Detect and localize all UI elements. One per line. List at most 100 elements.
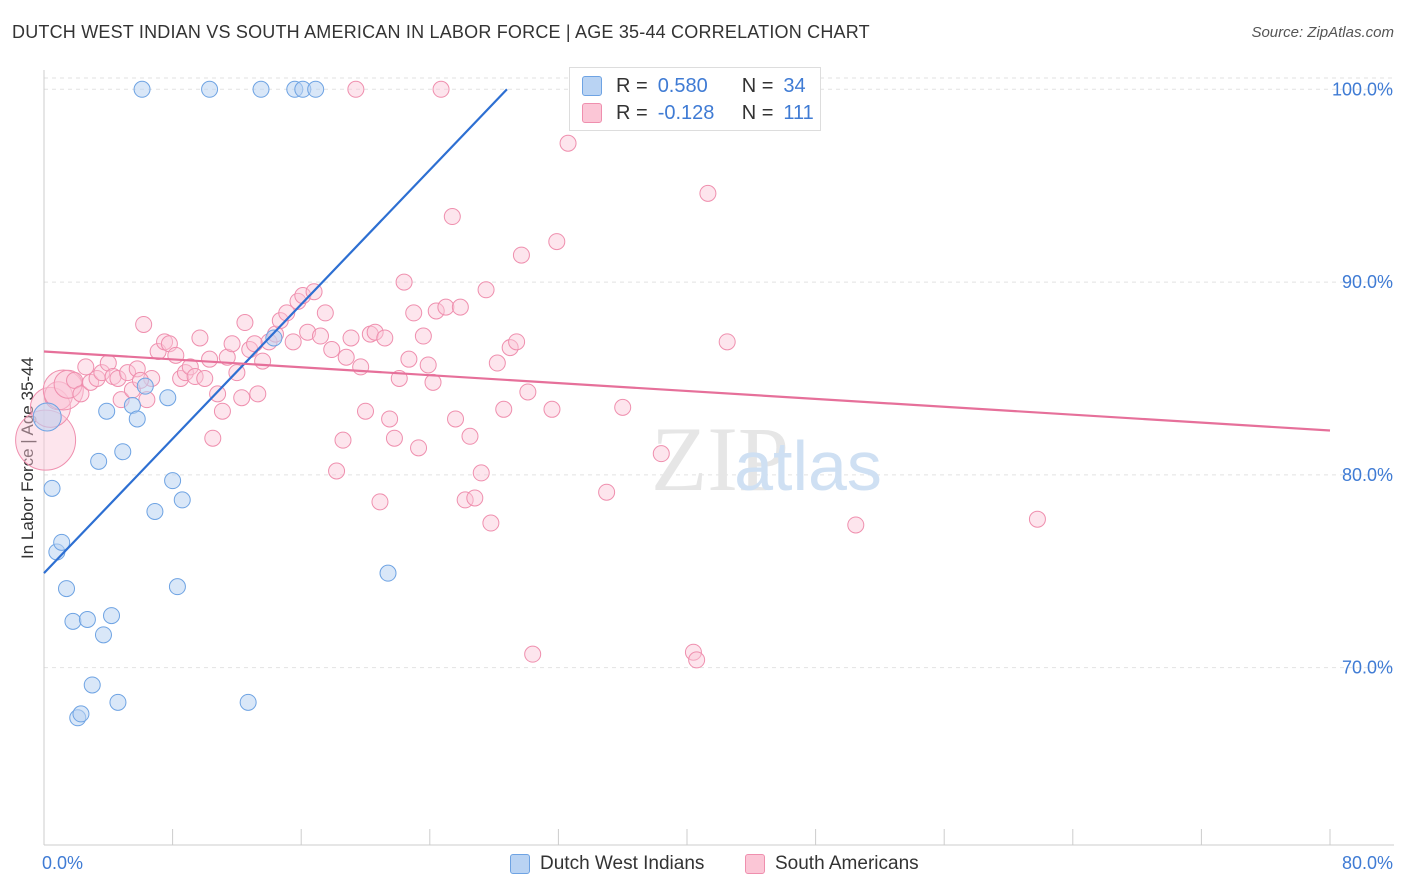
n-value: 34 bbox=[783, 74, 806, 97]
r-label: R = bbox=[616, 101, 648, 124]
dutch-west-indian-trend-line bbox=[43, 88, 508, 574]
dutch-west-indian-point bbox=[201, 80, 219, 98]
south-american-point bbox=[427, 302, 445, 320]
x-tick-label: 0.0% bbox=[42, 853, 83, 873]
south-american-point bbox=[366, 323, 384, 341]
south-american-point bbox=[472, 464, 490, 482]
dutch-west-indian-point bbox=[379, 564, 397, 582]
south-american-point bbox=[191, 329, 209, 347]
y-tick-label: 70.0% bbox=[1342, 658, 1393, 678]
south-american-point bbox=[233, 389, 251, 407]
south-american-point bbox=[414, 327, 432, 345]
blue-swatch bbox=[510, 854, 530, 874]
south-american-point bbox=[218, 348, 236, 366]
y-tick-label: 100.0% bbox=[1332, 79, 1393, 99]
source-label: Source: ZipAtlas.com bbox=[1251, 24, 1394, 41]
south-american-trend-line bbox=[43, 350, 1331, 432]
south-american-point bbox=[400, 350, 418, 368]
dutch-west-indian-point bbox=[307, 80, 325, 98]
dutch-west-indian-point bbox=[78, 610, 96, 628]
n-value: 111 bbox=[783, 101, 814, 124]
south-american-point bbox=[246, 335, 264, 353]
south-american-point bbox=[135, 315, 153, 333]
south-american-point bbox=[461, 427, 479, 445]
dutch-west-indian-point bbox=[94, 626, 112, 644]
dutch-west-indian-point bbox=[136, 377, 154, 395]
axes bbox=[43, 70, 1394, 846]
south-american-point bbox=[451, 298, 469, 316]
south-american-point bbox=[181, 358, 199, 376]
r-value: -0.128 bbox=[657, 101, 715, 124]
x-tick-label: 80.0% bbox=[1342, 853, 1393, 873]
south-american-point bbox=[501, 339, 519, 357]
south-american-point bbox=[334, 431, 352, 449]
south-american-point bbox=[482, 514, 500, 532]
south-american-point bbox=[443, 208, 461, 226]
dutch-west-indian-point bbox=[43, 479, 61, 497]
south-american-point bbox=[371, 493, 389, 511]
dutch-west-indian-point bbox=[128, 410, 146, 428]
south-american-point bbox=[447, 410, 465, 428]
pink-swatch bbox=[582, 103, 602, 123]
south-american-point bbox=[204, 429, 222, 447]
south-american-point bbox=[316, 304, 334, 322]
south-american-point bbox=[395, 273, 413, 291]
south-american-point bbox=[466, 489, 484, 507]
stats-row-dutch-west-indians: R = 0.580 N = 34 bbox=[582, 73, 806, 99]
south-american-point bbox=[299, 323, 317, 341]
n-label: N = bbox=[741, 74, 774, 97]
south-american-point bbox=[196, 369, 214, 387]
y-tick-label: 80.0% bbox=[1342, 465, 1393, 485]
south-american-point bbox=[495, 400, 513, 418]
stats-legend: R = 0.580 N = 34 R = -0.128 N = 111 bbox=[569, 67, 821, 131]
dutch-west-indian-point bbox=[98, 402, 116, 420]
dutch-west-indian-point bbox=[168, 578, 186, 596]
south-american-point bbox=[718, 333, 736, 351]
south-american-point bbox=[109, 369, 127, 387]
south-american-point bbox=[437, 298, 455, 316]
south-american-point bbox=[311, 327, 329, 345]
dutch-west-indian-point bbox=[103, 607, 121, 625]
south-american-point bbox=[614, 398, 632, 416]
dutch-west-indian-point bbox=[159, 389, 177, 407]
legend-item-dutch-west-indians: Dutch West Indians bbox=[510, 853, 704, 875]
south-american-point bbox=[548, 233, 566, 251]
series-legend: Dutch West Indians South Americans bbox=[0, 851, 1406, 879]
south-american-point bbox=[357, 402, 374, 420]
south-american-point bbox=[342, 329, 360, 347]
dutch-west-indian-point bbox=[64, 612, 82, 630]
watermark-atlas: atlas bbox=[734, 427, 882, 505]
south-american-point bbox=[209, 385, 227, 403]
dutch-west-indian-point bbox=[90, 452, 108, 470]
south-american-point bbox=[512, 246, 530, 264]
dutch-west-indian-point bbox=[146, 502, 164, 520]
south-american-point bbox=[249, 385, 267, 403]
r-label: R = bbox=[616, 74, 648, 97]
legend-label: Dutch West Indians bbox=[540, 853, 705, 874]
legend-item-south-americans: South Americans bbox=[745, 853, 919, 875]
south-american-point bbox=[405, 304, 423, 322]
watermark-zip: ZIP bbox=[651, 408, 789, 510]
dutch-west-indian-point bbox=[114, 443, 132, 461]
dutch-west-indian-point bbox=[32, 402, 62, 432]
south-american-point bbox=[93, 364, 111, 382]
south-american-point bbox=[519, 383, 537, 401]
dutch-west-indian-point bbox=[53, 533, 71, 551]
dutch-west-indian-point bbox=[164, 472, 182, 490]
south-american-point bbox=[223, 335, 241, 353]
south-american-point bbox=[477, 281, 495, 299]
south-american-point bbox=[847, 516, 865, 534]
south-american-point bbox=[201, 350, 219, 368]
n-label: N = bbox=[741, 101, 774, 124]
south-american-point bbox=[347, 80, 365, 98]
south-american-point bbox=[42, 369, 84, 411]
south-american-point bbox=[432, 80, 450, 98]
south-american-point bbox=[410, 439, 428, 457]
south-american-point bbox=[213, 402, 231, 420]
blue-swatch bbox=[582, 76, 602, 96]
dutch-west-indian-point bbox=[133, 80, 151, 98]
south-american-point bbox=[385, 429, 403, 447]
stats-row-south-americans: R = -0.128 N = 111 bbox=[582, 100, 814, 126]
south-american-point bbox=[337, 348, 355, 366]
